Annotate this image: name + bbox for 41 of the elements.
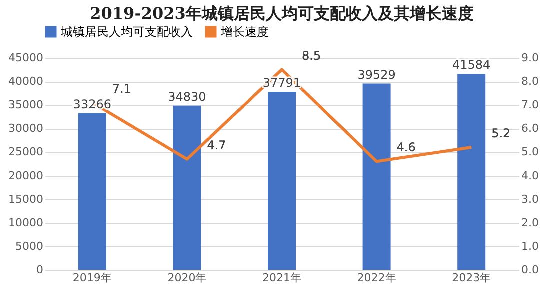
y2-tick-label: 7.0 xyxy=(522,98,539,112)
y2-tick-label: 2.0 xyxy=(522,216,539,230)
y-tick-label: 40000 xyxy=(8,75,44,88)
y-tick-label: 5000 xyxy=(16,240,44,253)
y2-tick-label: 0.0 xyxy=(522,264,539,276)
legend-label: 城镇居民人均可支配收入 xyxy=(60,25,193,39)
chart-title: 2019-2023年城镇居民人均可支配收入及其增长速度 xyxy=(90,4,474,23)
y-tick-label: 10000 xyxy=(8,216,44,230)
data-label: 41584 xyxy=(452,58,491,72)
x-tick-label: 2021年 xyxy=(262,272,302,284)
y2-tick-label: 1.0 xyxy=(522,240,539,253)
y-tick-label: 45000 xyxy=(8,52,44,64)
bar xyxy=(362,84,391,270)
data-label: 5.2 xyxy=(492,126,511,141)
y2-tick-label: 8.0 xyxy=(522,75,539,88)
y2-tick-label: 6.0 xyxy=(522,122,539,136)
x-tick-label: 2022年 xyxy=(357,272,396,284)
bar xyxy=(78,113,106,270)
legend-label: 增长速度 xyxy=(220,25,269,39)
y-tick-label: 35000 xyxy=(8,98,44,112)
y2-tick-label: 5.0 xyxy=(522,146,539,159)
data-label: 8.5 xyxy=(302,48,322,63)
data-label: 4.7 xyxy=(207,138,226,152)
bar xyxy=(268,92,296,270)
bar xyxy=(173,106,202,270)
y2-tick-label: 3.0 xyxy=(522,192,539,206)
data-label: 4.6 xyxy=(396,140,416,155)
y-tick-label: 25000 xyxy=(8,146,44,159)
y-tick-label: 0 xyxy=(36,264,44,276)
y2-tick-label: 9.0 xyxy=(522,52,539,64)
data-label: 39529 xyxy=(358,68,396,82)
data-label: 34830 xyxy=(168,90,206,104)
y2-tick-label: 4.0 xyxy=(522,169,539,182)
y-tick-label: 15000 xyxy=(8,192,44,206)
bar xyxy=(458,74,486,270)
x-tick-label: 2019年 xyxy=(72,272,112,284)
data-label: 7.1 xyxy=(112,82,132,96)
y-tick-label: 30000 xyxy=(8,122,44,136)
y-tick-label: 20000 xyxy=(8,169,44,182)
x-tick-label: 2023年 xyxy=(452,272,492,284)
x-tick-label: 2020年 xyxy=(168,272,207,284)
